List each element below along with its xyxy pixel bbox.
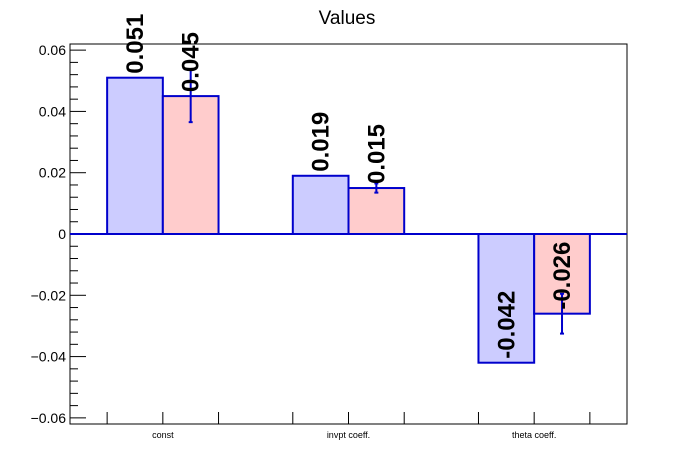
data-label: 0.051 bbox=[122, 14, 149, 74]
x-tick-label: const bbox=[152, 430, 174, 440]
y-tick-label: −0.06 bbox=[31, 410, 67, 426]
chart-title: Values bbox=[319, 8, 376, 29]
y-tick-label: 0 bbox=[58, 226, 66, 242]
data-label: 0.015 bbox=[363, 124, 390, 184]
y-tick-label: −0.04 bbox=[31, 349, 67, 365]
x-axis: const invpt coeff. theta coeff. bbox=[106, 412, 591, 440]
y-tick-label: −0.02 bbox=[31, 287, 67, 303]
data-label: -0.026 bbox=[549, 242, 576, 310]
data-label: 0.019 bbox=[308, 112, 335, 172]
x-tick-label: theta coeff. bbox=[512, 430, 556, 440]
x-tick-label: invpt coeff. bbox=[327, 430, 370, 440]
y-axis: −0.06 −0.04 −0.02 0 0.02 0.04 0.06 bbox=[31, 42, 86, 426]
data-label: -0.042 bbox=[493, 291, 520, 359]
bar-invptcoeff-s1 bbox=[347, 187, 406, 235]
bar-invptcoeff-s0 bbox=[291, 174, 350, 236]
y-tick-label: 0.04 bbox=[39, 103, 66, 119]
error-bars-group bbox=[188, 69, 565, 335]
y-tick-label: 0.02 bbox=[39, 165, 66, 181]
data-labels-group: 0.051 0.045 0.019 0.015 -0.042 -0.026 bbox=[122, 14, 576, 359]
bar-const-s0 bbox=[106, 76, 164, 236]
y-tick-label: 0.06 bbox=[39, 42, 66, 58]
data-label: 0.045 bbox=[178, 32, 205, 92]
